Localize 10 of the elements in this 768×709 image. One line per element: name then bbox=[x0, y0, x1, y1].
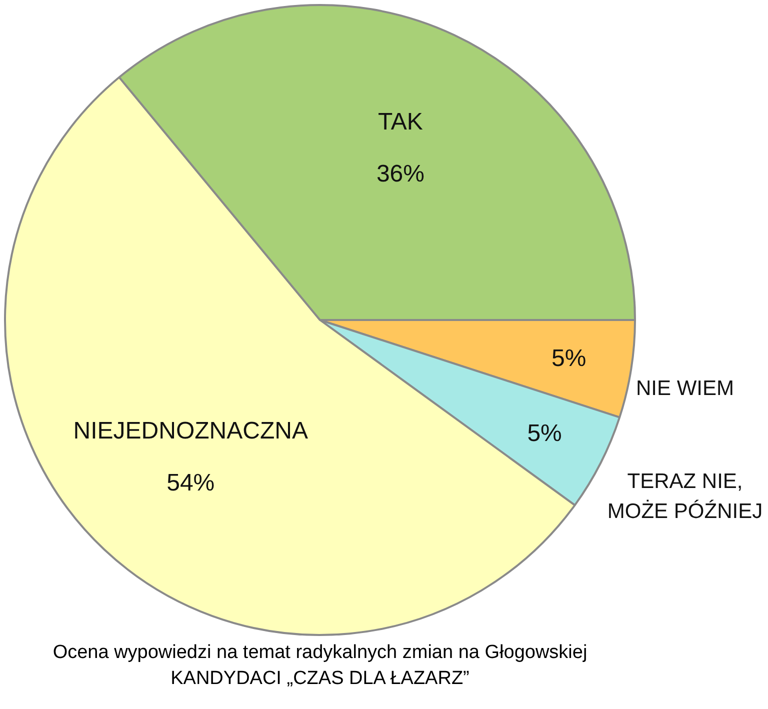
data-label: 54% bbox=[166, 469, 215, 496]
slice-label: TAK bbox=[378, 108, 423, 136]
slice-label: TERAZ NIE, MOŻE PÓŹNIEJ bbox=[607, 470, 763, 523]
slice-label: NIEJEDNOZNACZNA bbox=[73, 417, 308, 444]
slice-label: NIE WIEM bbox=[636, 377, 734, 400]
text: KANDYDACI „CZAS DLA ŁAZARZ” bbox=[170, 667, 470, 691]
data-label: 5% bbox=[552, 345, 586, 372]
text: Ocena wypowiedzi na temat radykalnych zmian na Głogowskiej bbox=[52, 641, 588, 665]
data-label: 5% bbox=[527, 420, 562, 448]
data-label: 36% bbox=[376, 160, 424, 188]
